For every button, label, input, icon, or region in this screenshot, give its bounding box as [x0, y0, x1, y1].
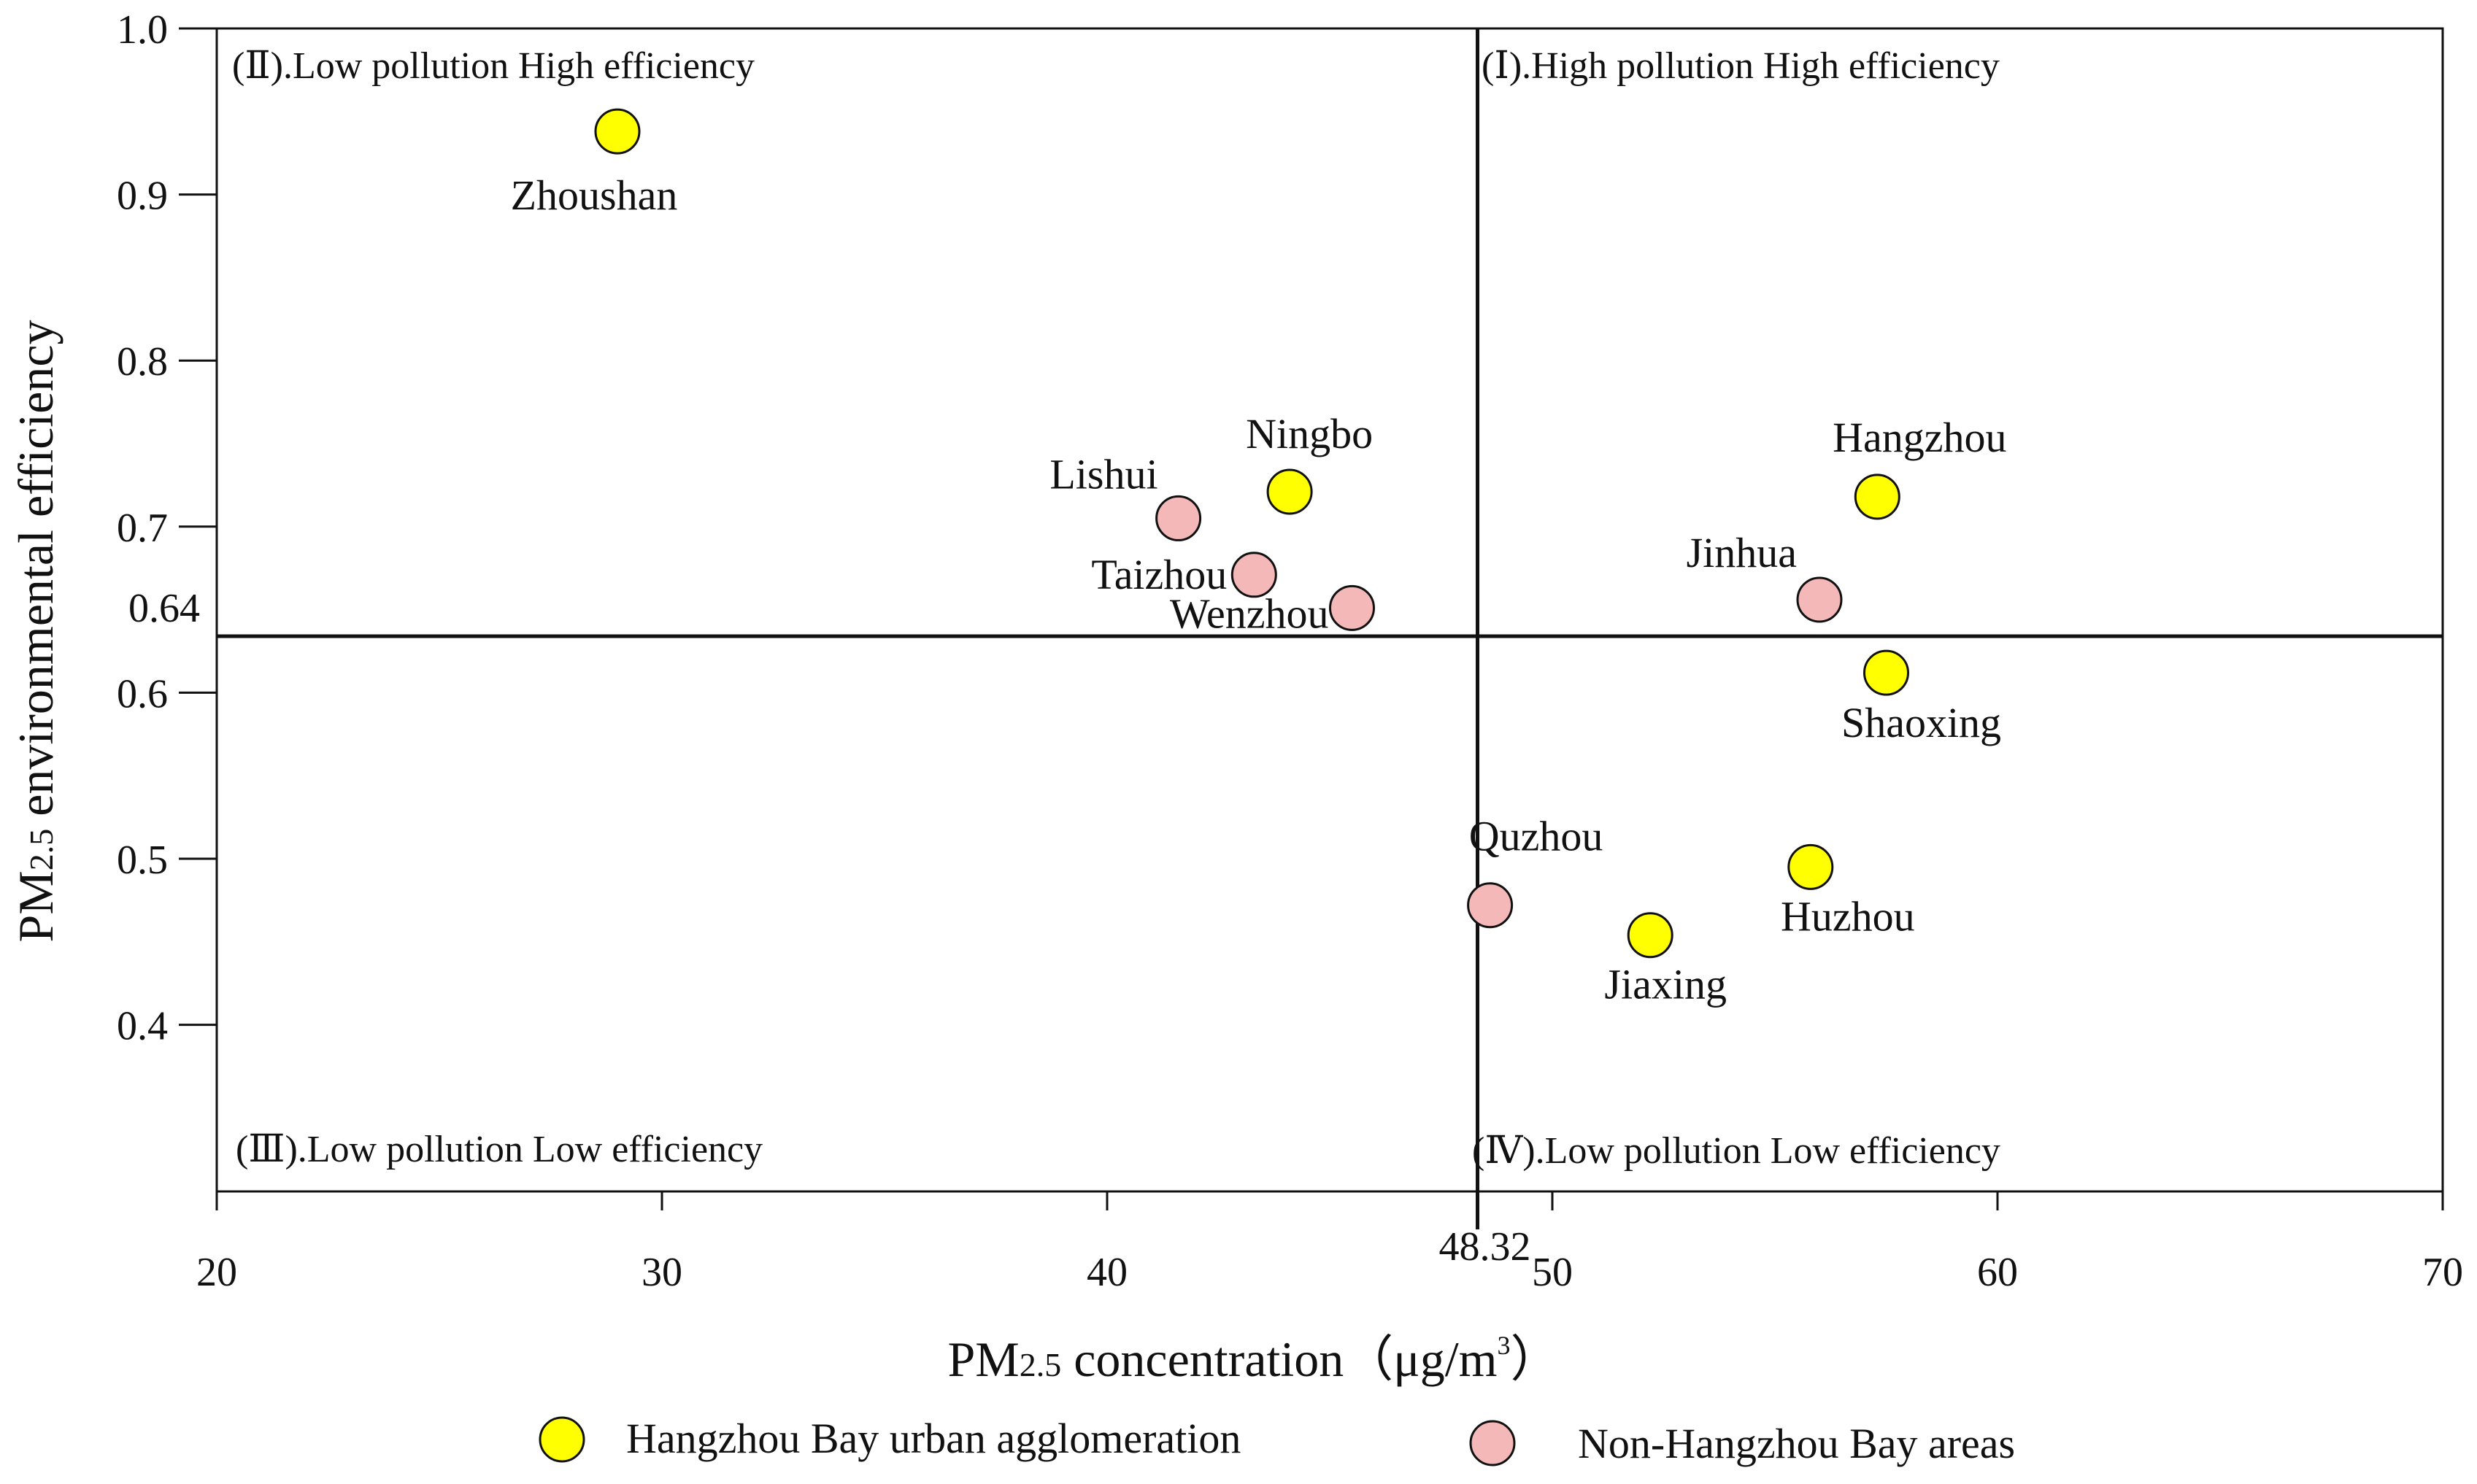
legend-label-non-hangzhou-bay: Non-Hangzhou Bay areas: [1578, 1420, 2015, 1467]
x-tick-label-50: 50: [1532, 1250, 1573, 1295]
point-label-shaoxing: Shaoxing: [1841, 699, 2001, 746]
y-axis: 0.4 0.5 0.6 0.7 0.8 0.9 1.0: [117, 7, 217, 1049]
point-jiaxing: [1627, 912, 1673, 959]
point-label-lishui: Lishui: [1049, 450, 1157, 498]
point-zhoushan: [594, 108, 641, 155]
x-title-sub: 2.5: [1020, 1346, 1062, 1383]
y-tick-label-1-0: 1.0: [117, 7, 168, 53]
point-label-jinhua: Jinhua: [1687, 529, 1797, 576]
point-hangzhou: [1854, 474, 1900, 520]
x-tick-label-20: 20: [196, 1250, 237, 1295]
x-axis: 20 30 40 50 60 70: [196, 1191, 2463, 1295]
point-shaoxing: [1863, 649, 1909, 696]
y-axis-title: PM2.5 environmental efficiency: [8, 320, 63, 942]
x-tick-label-60: 60: [1977, 1250, 2018, 1295]
point-label-quzhou: Quzhou: [1469, 813, 1603, 860]
y-tick-label-0-6: 0.6: [117, 671, 168, 716]
quadrant-label-ii: (Ⅱ).Low pollution High efficiency: [232, 45, 755, 87]
legend-label-hangzhou-bay: Hangzhou Bay urban agglomeration: [626, 1415, 1241, 1462]
legend: Hangzhou Bay urban agglomeration Non-Han…: [539, 1415, 2015, 1467]
x-title-sup: 3: [1498, 1331, 1511, 1360]
point-label-taizhou: Taizhou: [1091, 551, 1227, 598]
x-title-main: PM: [947, 1332, 1019, 1387]
threshold-x-label: 48.32: [1439, 1224, 1531, 1269]
quadrant-label-iv: (Ⅳ).Low pollution Low efficiency: [1472, 1130, 2000, 1172]
x-tick-label-70: 70: [2422, 1250, 2463, 1295]
point-taizhou: [1230, 552, 1277, 598]
y-title-rest: environmental efficiency: [8, 320, 63, 828]
y-tick-label-0-9: 0.9: [117, 174, 168, 219]
point-lishui: [1155, 495, 1202, 541]
x-tick-label-30: 30: [642, 1250, 682, 1295]
y-tick-label-0-4: 0.4: [117, 1004, 168, 1049]
legend-marker-non-hangzhou-bay: [1469, 1420, 1516, 1466]
point-label-huzhou: Huzhou: [1781, 892, 1915, 940]
y-title-main: PM: [8, 870, 63, 942]
point-jinhua: [1796, 576, 1843, 623]
y-title-sub: 2.5: [23, 829, 60, 871]
point-label-jiaxing: Jiaxing: [1604, 961, 1727, 1008]
threshold-y-label: 0.64: [128, 586, 200, 631]
point-label-zhoushan: Zhoushan: [511, 171, 678, 219]
quadrant-label-iii: (Ⅲ).Low pollution Low efficiency: [236, 1129, 763, 1170]
point-label-hangzhou: Hangzhou: [1833, 414, 2006, 461]
point-label-wenzhou: Wenzhou: [1170, 590, 1329, 637]
point-ningbo: [1266, 468, 1313, 515]
y-tick-label-0-5: 0.5: [117, 838, 168, 883]
data-points: Zhoushan Ningbo Hangzhou Shaoxing Huzhou Jiax…: [511, 108, 2006, 1008]
x-title-close: ）: [1511, 1332, 1560, 1387]
plot-area-frame: [215, 27, 2444, 1193]
y-tick-label-0-7: 0.7: [117, 506, 168, 551]
point-quzhou: [1467, 882, 1514, 929]
point-huzhou: [1787, 843, 1834, 890]
y-tick-label-0-8: 0.8: [117, 339, 168, 384]
x-tick-label-40: 40: [1087, 1250, 1128, 1295]
quadrant-label-i: (Ⅰ).High pollution High efficiency: [1482, 45, 2000, 87]
x-axis-title: PM2.5 concentration（μg/m3）: [947, 1331, 1560, 1387]
x-title-rest: concentration（μg/m: [1061, 1332, 1497, 1387]
point-wenzhou: [1329, 584, 1375, 631]
point-label-ningbo: Ningbo: [1246, 410, 1373, 457]
legend-marker-hangzhou-bay: [539, 1416, 585, 1463]
